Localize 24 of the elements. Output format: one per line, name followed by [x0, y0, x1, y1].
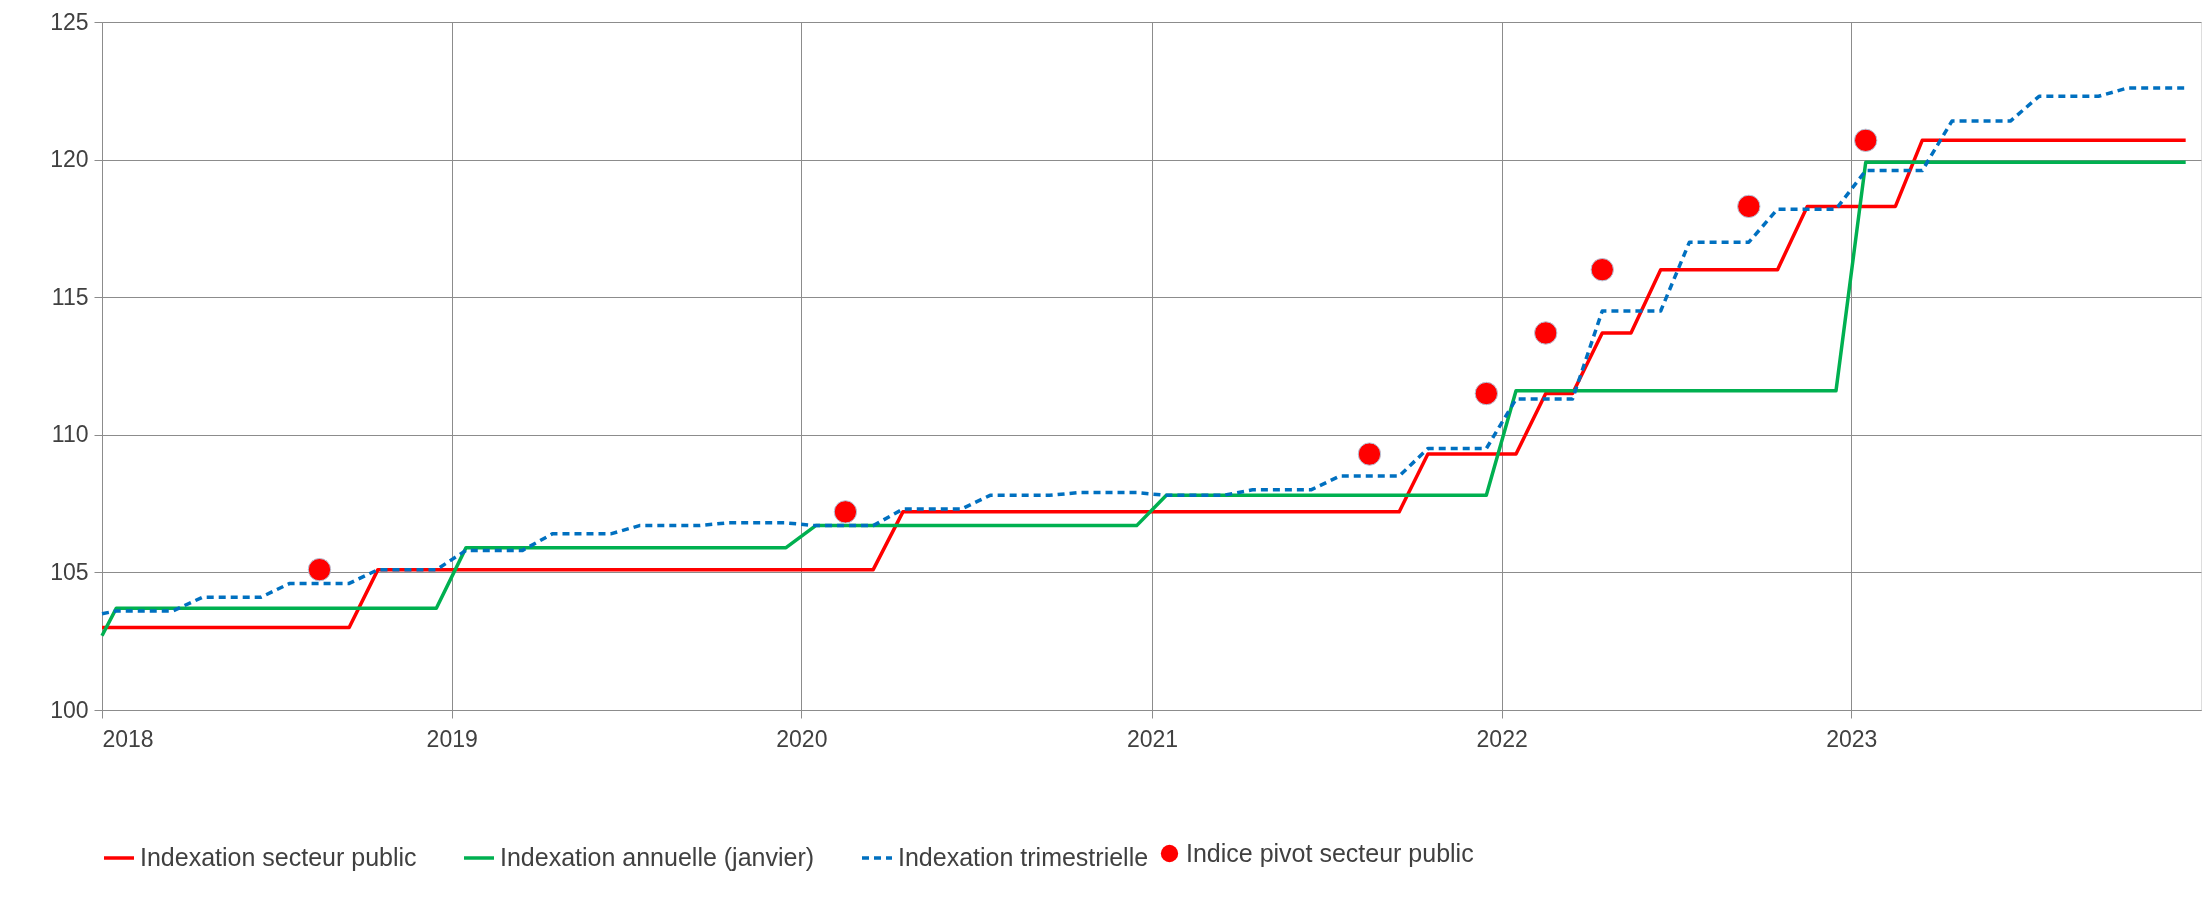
legend-label: Indexation trimestrielle — [898, 843, 1149, 871]
x-tick-label: 2019 — [426, 725, 478, 752]
y-tick-label: 125 — [50, 8, 89, 35]
legend-label: Indice pivot secteur public — [1186, 838, 1474, 867]
legend-label: Indexation annuelle (janvier) — [500, 843, 815, 871]
point — [1474, 381, 1498, 406]
legend-label: Indexation secteur public — [140, 843, 417, 871]
point — [307, 557, 332, 582]
point — [1737, 194, 1761, 219]
y-tick-label: 105 — [50, 558, 89, 585]
point — [1534, 321, 1558, 345]
point — [833, 500, 858, 524]
x-tick-label: 2022 — [1476, 725, 1528, 752]
x-tick-label: 2023 — [1826, 725, 1878, 752]
x-tick-label: 2021 — [1126, 725, 1179, 752]
x-tick-label: 2018 — [102, 725, 154, 752]
y-tick-label: 100 — [50, 696, 89, 723]
y-tick-label: 110 — [51, 421, 89, 448]
point — [1590, 258, 1614, 282]
point — [1854, 128, 1878, 152]
point — [1357, 442, 1382, 466]
y-tick-label: 120 — [50, 146, 89, 173]
y-tick-label: 115 — [51, 283, 89, 310]
x-tick-label: 2020 — [776, 725, 828, 752]
